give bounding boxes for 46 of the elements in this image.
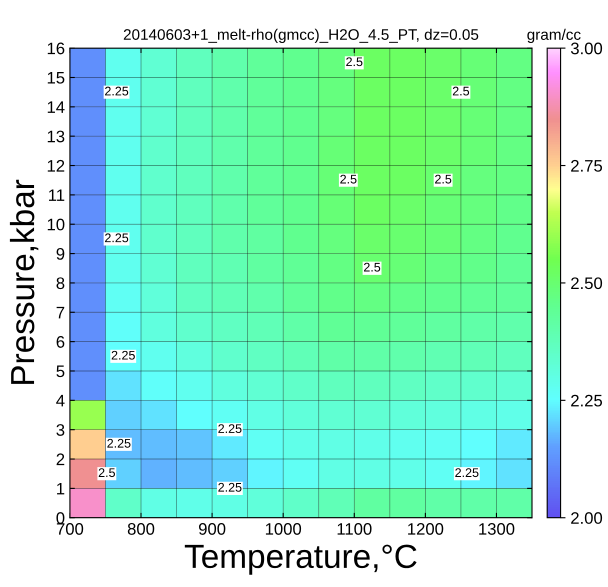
- y-tick-label: 5: [56, 366, 64, 378]
- y-tick-label: 8: [56, 277, 64, 290]
- color-bar-label: 2.00: [571, 512, 602, 524]
- y-tick-label: 0: [56, 512, 64, 524]
- x-tick-label: 900: [198, 523, 226, 535]
- annotation: 2.25: [107, 438, 131, 448]
- annotation: 2.25: [455, 468, 478, 478]
- annotation: 2.25: [105, 233, 128, 242]
- annotation: 2.25: [218, 424, 242, 434]
- y-tick-label: 3: [56, 424, 64, 436]
- color-bar-label: 2.25: [571, 394, 602, 407]
- y-tick-label: 2: [56, 453, 64, 466]
- color-bar-title: gram/cc: [527, 28, 581, 43]
- y-axis-title: Pressure,kbar: [10, 180, 38, 384]
- annotation: 2.25: [218, 482, 242, 492]
- y-tick-label: 10: [48, 218, 64, 230]
- annotation: 2.5: [435, 174, 452, 184]
- chart-title: 20140603+1_melt-rho(gmcc)_H2O_4.5_PT, dz=0.05: [124, 28, 478, 43]
- annotation: 2.5: [364, 262, 380, 272]
- x-axis-title: Temperature,°C: [184, 544, 417, 575]
- annotation: 2.5: [340, 174, 357, 184]
- y-tick-label: 7: [56, 306, 64, 318]
- x-tick-label: 1100: [338, 523, 372, 535]
- annotation: 2.25: [112, 350, 135, 360]
- y-tick-label: 9: [56, 248, 64, 260]
- y-tick-label: 13: [48, 130, 64, 142]
- annotation: 2.5: [452, 86, 470, 96]
- x-tick-label: 1200: [408, 523, 444, 535]
- color-bar-label: 2.50: [571, 277, 602, 290]
- x-tick-label: 1300: [479, 523, 514, 535]
- x-tick-label: 800: [128, 523, 154, 535]
- y-tick-label: 11: [49, 189, 64, 201]
- x-tick-label: 1000: [266, 523, 302, 535]
- y-tick-label: 14: [48, 101, 65, 113]
- color-bar-label: 2.75: [571, 160, 602, 172]
- annotation: 2.25: [105, 86, 128, 96]
- y-tick-label: 4: [56, 394, 65, 406]
- y-tick-label: 12: [48, 160, 64, 172]
- color-bar-label: 3.00: [570, 42, 602, 54]
- y-tick-label: 1: [57, 482, 64, 494]
- x-tick-label: 700: [56, 523, 84, 535]
- y-tick-label: 6: [56, 336, 64, 348]
- y-tick-label: 15: [48, 72, 64, 84]
- annotation: 2.5: [346, 57, 362, 66]
- annotation: 2.5: [98, 468, 115, 478]
- y-tick-label: 16: [48, 42, 64, 54]
